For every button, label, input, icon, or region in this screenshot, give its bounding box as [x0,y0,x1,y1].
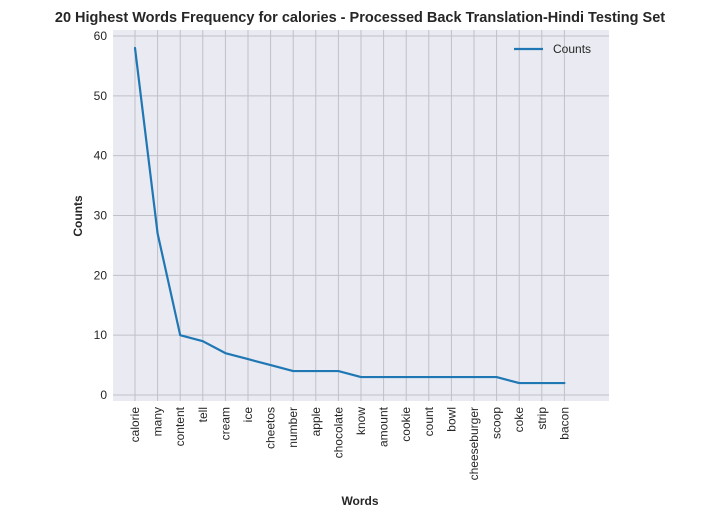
x-tick-label: number [286,407,300,448]
y-axis-label: Counts [71,195,85,237]
x-tick-label: tell [196,407,210,422]
x-tick-label: bowl [444,407,458,432]
x-tick-label: scoop [490,407,504,439]
x-tick-label: know [354,407,368,435]
x-tick-label: cookie [399,407,413,442]
x-tick-label: many [151,407,165,436]
x-tick-label: strip [535,407,549,430]
y-tick-label: 30 [94,209,108,223]
x-tick-label: cheetos [264,407,278,449]
x-tick-label: bacon [557,407,571,440]
legend: Counts [514,42,591,56]
x-tick-label: amount [377,406,391,447]
x-tick-label: chocolate [331,407,345,459]
x-axis-label: Words [341,494,378,508]
plot-area: 0 10 20 30 40 50 60 calorie many content tell cream… [94,29,609,480]
x-tick-label: count [422,406,436,436]
x-tick-label: cheeseburger [467,407,481,480]
x-tick-label: content [173,406,187,446]
x-tick-label: calorie [128,407,142,443]
series-line-counts [133,46,566,385]
y-tick-label: 10 [94,328,108,342]
y-tick-label: 0 [100,388,107,402]
y-tick-label: 60 [94,29,108,43]
x-tick-label: apple [309,407,323,437]
legend-label: Counts [553,42,591,56]
y-tick-label: 20 [94,268,108,282]
x-tick-label: cream [218,407,232,440]
x-tick-label: ice [241,407,255,423]
chart-title: 20 Highest Words Frequency for calories … [55,10,665,26]
y-tick-label: 40 [94,149,108,163]
x-tick-label: coke [512,407,526,433]
y-tick-label: 50 [94,89,108,103]
